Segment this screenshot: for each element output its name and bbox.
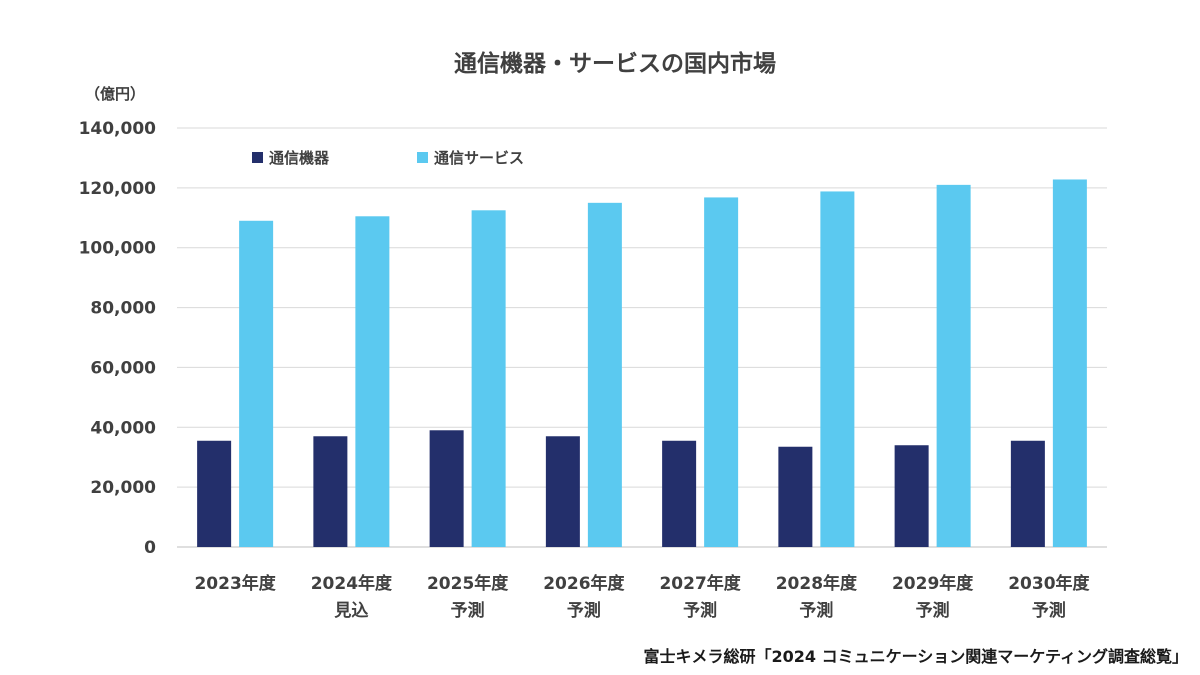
y-tick-label: 140,000 <box>79 119 157 139</box>
x-tick-label: 2029年度 <box>892 573 974 594</box>
x-tick-sublabel: 予測 <box>916 600 950 621</box>
y-tick-label: 60,000 <box>90 358 156 378</box>
bar-tsushin-kiki-1 <box>313 436 348 547</box>
y-tick-label: 0 <box>144 538 156 558</box>
x-tick-sublabel: 予測 <box>683 600 717 621</box>
bar-tsushin-service-3 <box>587 202 622 548</box>
y-axis-unit-label: （億円） <box>85 85 145 103</box>
bar-tsushin-kiki-6 <box>894 445 929 547</box>
x-tick-label: 2027年度 <box>659 573 741 594</box>
bar-tsushin-kiki-4 <box>662 440 697 547</box>
legend: 通信機器 通信サービス <box>252 149 524 167</box>
y-tick-label: 20,000 <box>90 478 156 498</box>
x-tick-label: 2024年度 <box>311 573 393 594</box>
x-tick-label: 2028年度 <box>776 573 858 594</box>
x-tick-sublabel: 予測 <box>451 600 485 621</box>
bar-tsushin-service-6 <box>936 184 971 547</box>
x-tick-label: 2023年度 <box>194 573 276 594</box>
y-axis-tick-labels: 0 20,000 40,000 60,000 80,000 100,000 120,000 1… <box>79 119 157 558</box>
legend-label-tsushin-kiki: 通信機器 <box>269 149 330 167</box>
y-tick-label: 120,000 <box>79 179 157 199</box>
y-tick-label: 80,000 <box>90 299 156 319</box>
source-note: 富士キメラ総研「2024 コミュニケーション関連マーケティング調査総覧」 <box>643 647 1188 666</box>
bar-tsushin-kiki-7 <box>1010 440 1045 547</box>
x-axis-tick-labels: 2023年度 2024年度見込2025年度予測2026年度予測2027年度予測20… <box>194 573 1090 621</box>
bar-tsushin-kiki-3 <box>545 436 580 547</box>
x-tick-sublabel: 予測 <box>1032 600 1066 621</box>
y-tick-label: 40,000 <box>90 418 156 438</box>
x-tick-label: 2025年度 <box>427 573 509 594</box>
x-tick-label: 2026年度 <box>543 573 625 594</box>
legend-swatch-tsushin-kiki <box>252 152 263 163</box>
x-tick-sublabel: 予測 <box>799 600 833 621</box>
bar-tsushin-service-5 <box>820 191 855 547</box>
bars <box>197 179 1087 548</box>
bar-tsushin-service-2 <box>471 210 506 547</box>
legend-label-tsushin-service: 通信サービス <box>434 149 524 167</box>
x-tick-label: 2030年度 <box>1008 573 1090 594</box>
legend-swatch-tsushin-service <box>417 152 428 163</box>
x-tick-sublabel: 見込 <box>333 601 368 621</box>
bar-tsushin-service-4 <box>704 197 739 548</box>
bar-tsushin-kiki-5 <box>778 446 813 547</box>
y-tick-label: 100,000 <box>79 239 157 259</box>
bar-tsushin-service-0 <box>239 220 274 547</box>
x-tick-sublabel: 予測 <box>567 600 601 621</box>
bar-tsushin-kiki-2 <box>429 430 464 547</box>
bar-tsushin-service-1 <box>355 216 390 547</box>
bar-tsushin-service-7 <box>1052 179 1087 547</box>
bar-tsushin-kiki-0 <box>197 440 232 547</box>
chart-title: 通信機器・サービスの国内市場 <box>454 50 776 77</box>
